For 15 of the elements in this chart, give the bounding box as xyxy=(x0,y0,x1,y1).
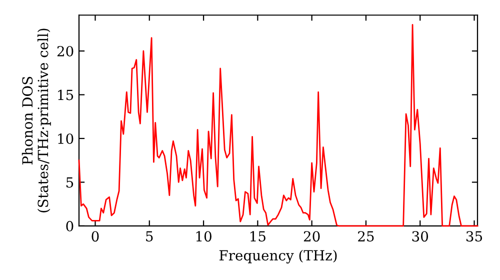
x-tick-label: 10 xyxy=(196,231,212,242)
y-tick-label: 10 xyxy=(58,133,74,144)
x-axis-title: Frequency (THz) xyxy=(219,250,337,264)
y-tick-label: 0 xyxy=(66,220,74,232)
x-tick-label: 5 xyxy=(146,231,153,242)
x-tick-label: 30 xyxy=(412,231,428,242)
x-tick-label: 20 xyxy=(304,231,320,242)
x-tick-label: 25 xyxy=(358,231,374,242)
y-tick-label: 5 xyxy=(66,177,74,188)
y-tick-label: 20 xyxy=(57,46,74,56)
x-tick-label: 35 xyxy=(466,231,482,242)
y-axis-title: Phonon DOS (States/THz·primitive cell) xyxy=(22,28,51,212)
x-tick-label: 15 xyxy=(250,231,266,242)
x-tick-label: 0 xyxy=(92,231,99,242)
y-tick-label: 15 xyxy=(58,90,74,100)
